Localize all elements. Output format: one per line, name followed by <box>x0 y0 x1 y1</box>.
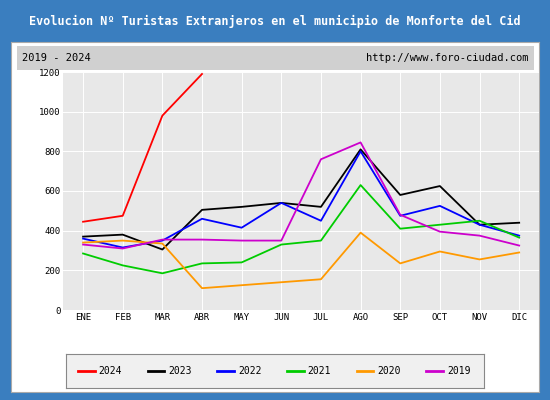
Text: 2024: 2024 <box>99 366 122 376</box>
Text: 2021: 2021 <box>308 366 331 376</box>
Text: 2019 - 2024: 2019 - 2024 <box>21 53 90 63</box>
Text: Evolucion Nº Turistas Extranjeros en el municipio de Monforte del Cid: Evolucion Nº Turistas Extranjeros en el … <box>29 14 521 28</box>
Text: 2020: 2020 <box>377 366 401 376</box>
Text: 2019: 2019 <box>447 366 471 376</box>
Text: http://www.foro-ciudad.com: http://www.foro-ciudad.com <box>366 53 529 63</box>
Text: 2023: 2023 <box>168 366 192 376</box>
Text: 2022: 2022 <box>238 366 262 376</box>
